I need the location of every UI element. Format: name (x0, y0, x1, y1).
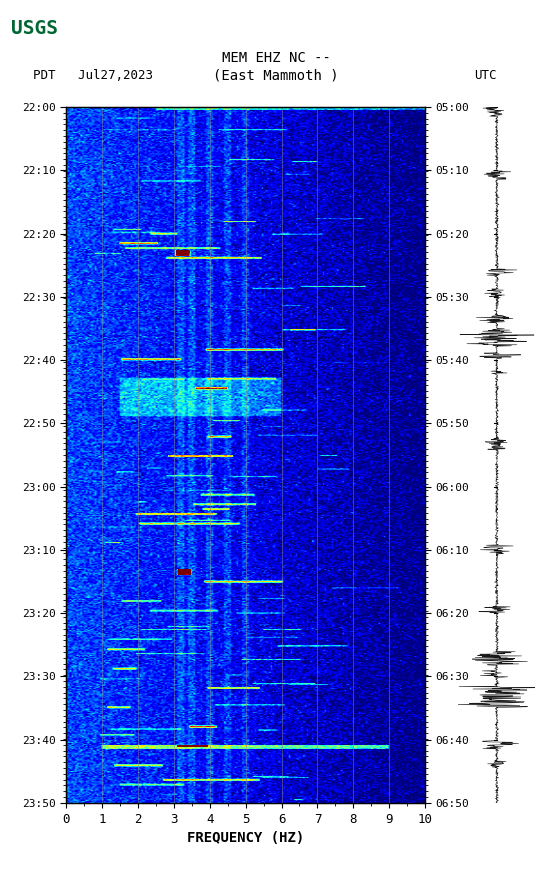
Text: (East Mammoth ): (East Mammoth ) (213, 69, 339, 83)
Text: MEM EHZ NC --: MEM EHZ NC -- (221, 51, 331, 65)
Text: USGS: USGS (11, 19, 58, 38)
Text: UTC: UTC (475, 70, 497, 82)
Text: PDT   Jul27,2023: PDT Jul27,2023 (33, 70, 153, 82)
X-axis label: FREQUENCY (HZ): FREQUENCY (HZ) (187, 831, 304, 845)
